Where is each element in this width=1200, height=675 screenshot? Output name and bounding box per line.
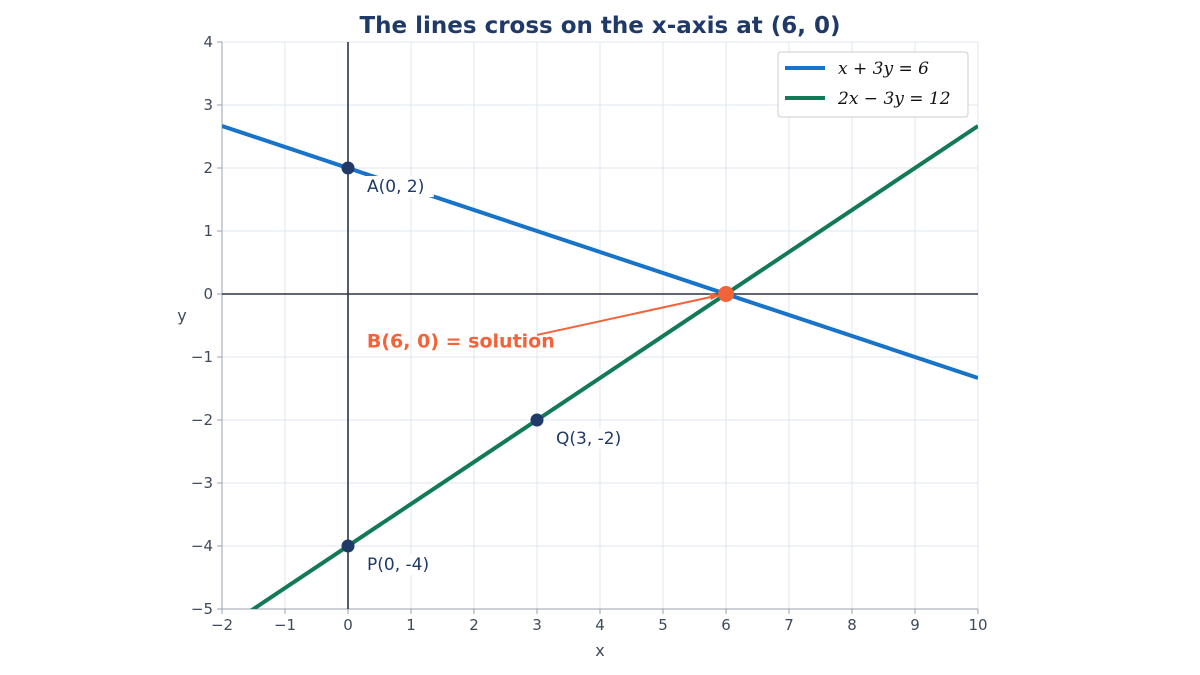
x-tick-label: 8 <box>847 616 857 634</box>
data-point <box>341 161 355 175</box>
point-label-bg <box>553 428 633 449</box>
x-tick-label: 1 <box>406 616 416 634</box>
point-label: P(0, -4) <box>367 555 429 575</box>
y-axis-title: y <box>177 306 186 325</box>
legend-box <box>777 51 969 118</box>
legend-label-2: 2x − 3y = 12 <box>837 89 951 109</box>
chart-title: The lines cross on the x-axis at (6, 0) <box>359 13 840 39</box>
y-tick-label: 3 <box>203 96 213 114</box>
point-label-bg <box>364 176 434 197</box>
annotation-group: B(6, 0) = solution <box>367 293 721 353</box>
x-tick-label: −2 <box>211 616 233 634</box>
x-tick-label: 5 <box>658 616 668 634</box>
point-label: Q(3, -2) <box>556 429 621 449</box>
x-tick-label: 7 <box>784 616 794 634</box>
y-tick-label: −4 <box>191 537 213 555</box>
grid <box>221 41 979 610</box>
legend-label-1: x + 3y = 6 <box>838 59 929 79</box>
tick-labels: −2 −1 0 1 2 3 4 5 6 7 8 9 10 −5 −4 −3 −2 −1 0 1 2 3 4 <box>191 33 988 634</box>
x-tick-label: 6 <box>721 616 731 634</box>
annotation-label: B(6, 0) = solution <box>367 331 555 353</box>
intersection-point <box>718 286 734 302</box>
y-tick-label: 1 <box>203 222 213 240</box>
y-tick-label: −1 <box>191 348 213 366</box>
y-tick-label: 2 <box>203 159 213 177</box>
point-label-bg <box>364 554 444 575</box>
x-tick-label: 9 <box>910 616 920 634</box>
x-tick-label: 4 <box>595 616 605 634</box>
x-tick-label: 10 <box>968 616 987 634</box>
y-tick-label: −5 <box>191 600 213 618</box>
data-point <box>341 539 355 553</box>
x-tick-label: 3 <box>532 616 542 634</box>
x-tick-label: 2 <box>469 616 479 634</box>
points-group: A(0, 2) Q(3, -2) P(0, -4) <box>341 161 734 575</box>
data-point <box>530 413 544 427</box>
x-tick-label: 0 <box>343 616 353 634</box>
point-label: A(0, 2) <box>367 177 424 197</box>
y-tick-label: −3 <box>191 474 213 492</box>
y-tick-label: −2 <box>191 411 213 429</box>
annotation-arrow <box>536 294 721 336</box>
x-tick-label: −1 <box>274 616 296 634</box>
y-tick-label: 0 <box>203 285 213 303</box>
x-axis-title: x <box>595 641 604 660</box>
annotation-arrowhead <box>709 293 720 300</box>
axes <box>217 41 979 614</box>
y-tick-label: 4 <box>203 33 213 51</box>
legend: x + 3y = 6 2x − 3y = 12 <box>777 51 969 118</box>
